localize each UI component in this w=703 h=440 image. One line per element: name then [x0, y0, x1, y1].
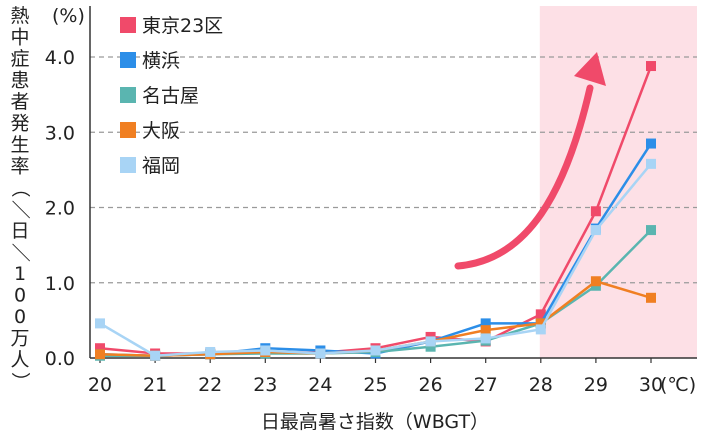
y-axis-title-char: ／	[9, 243, 31, 262]
x-axis-title: 日最高暑さ指数（WBGT）	[261, 411, 489, 433]
y-axis-title-char: 中	[10, 27, 29, 49]
y-axis-unit: (%)	[52, 5, 85, 27]
legend-label: 大阪	[142, 120, 180, 142]
y-tick-label: 4.0	[45, 47, 75, 69]
y-tick-label: 3.0	[45, 122, 75, 144]
data-point	[425, 336, 436, 347]
data-point	[315, 348, 326, 359]
x-tick-label: 23	[253, 374, 277, 396]
x-axis-unit: (℃)	[660, 374, 696, 396]
x-tick-label: 24	[308, 374, 332, 396]
y-tick-label: 0.0	[45, 348, 75, 370]
y-axis-title-char: 人	[10, 349, 29, 371]
y-axis-title-char: 生	[10, 134, 29, 156]
x-tick-label: 25	[363, 374, 387, 396]
series-lines	[95, 61, 656, 361]
series-福岡	[95, 158, 656, 361]
y-axis-title-char: （	[9, 178, 31, 197]
y-axis-title-char: 日	[10, 220, 29, 242]
y-axis-title-char: 症	[10, 48, 29, 70]
y-axis-title-char: 0	[14, 306, 26, 328]
data-point	[590, 276, 601, 287]
data-point	[646, 158, 656, 169]
data-point	[590, 206, 601, 217]
highlight-region	[539, 6, 697, 358]
data-point	[646, 61, 656, 72]
legend-label: 横浜	[142, 50, 180, 72]
legend-label: 福岡	[142, 155, 180, 177]
legend-item: 名古屋	[120, 85, 199, 107]
trend-arrow	[454, 84, 594, 270]
data-point	[646, 138, 656, 149]
legend-label: 東京23区	[142, 15, 223, 37]
y-tick-label: 1.0	[45, 273, 75, 295]
x-tick-label: 28	[529, 374, 553, 396]
y-axis-title-char: 1	[14, 263, 26, 285]
x-tick-label: 20	[88, 374, 112, 396]
data-point	[95, 318, 105, 329]
y-axis-title-char: 患	[10, 70, 29, 92]
data-point	[535, 309, 546, 320]
y-axis-title-char: 発	[10, 113, 29, 135]
data-point	[646, 292, 656, 303]
y-tick-label: 2.0	[45, 198, 75, 220]
x-tick-label: 26	[419, 374, 443, 396]
y-axis-title-char: 者	[10, 91, 29, 113]
data-point	[205, 346, 216, 357]
legend-swatch	[120, 157, 136, 173]
trend-arrow-head	[574, 52, 606, 86]
y-axis-title-char: ）	[9, 372, 31, 391]
legend-swatch	[120, 17, 136, 33]
data-point	[535, 324, 546, 335]
data-point	[370, 345, 381, 356]
data-point	[480, 318, 491, 329]
y-axis-title-char: ／	[9, 200, 31, 219]
x-tick-label: 27	[474, 374, 498, 396]
data-point	[646, 225, 656, 236]
y-axis-title-char: 万	[10, 328, 29, 350]
data-point	[480, 333, 491, 344]
x-tick-label: 22	[198, 374, 222, 396]
legend-item: 横浜	[120, 50, 180, 72]
x-tick-label: 29	[584, 374, 608, 396]
data-point	[590, 225, 601, 236]
legend-swatch	[120, 122, 136, 138]
data-point	[260, 345, 271, 356]
legend-item: 福岡	[120, 155, 180, 177]
legend-label: 名古屋	[142, 85, 199, 107]
y-axis-title-char: 熱	[10, 5, 29, 27]
legend-item: 東京23区	[120, 15, 223, 37]
data-point	[480, 325, 491, 336]
y-axis-title-char: 0	[14, 285, 26, 307]
y-ticks: 0.0 1.0 2.0 3.0 4.0	[45, 47, 75, 370]
data-point	[425, 341, 436, 352]
data-point	[95, 349, 105, 360]
y-axis-title-char: 率	[10, 156, 29, 178]
legend-swatch	[120, 87, 136, 103]
legend-item: 大阪	[120, 120, 180, 142]
data-point	[535, 318, 546, 329]
x-ticks: 20 21 22 23 24 25 26 27 28 29 30	[88, 358, 663, 396]
legend-swatch	[120, 52, 136, 68]
x-tick-label: 21	[143, 374, 167, 396]
x-tick-label: 30	[639, 374, 663, 396]
data-point	[95, 343, 105, 354]
data-point	[150, 350, 161, 361]
